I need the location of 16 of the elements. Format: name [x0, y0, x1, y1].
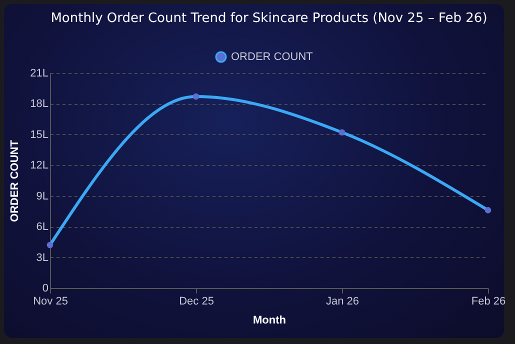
y-axis-title: ORDER COUNT	[9, 140, 22, 222]
x-tick-label: Jan 26	[326, 296, 360, 308]
y-tick-label: 18L	[30, 98, 48, 110]
chart-title: Monthly Order Count Trend for Skincare Products (Nov 25 – Feb 26)	[50, 11, 488, 26]
y-tick-label: 15L	[30, 128, 48, 141]
x-axis-title: Month	[253, 314, 286, 326]
y-tick-label: 0	[42, 282, 48, 294]
y-tick-label: 6L	[36, 221, 48, 234]
x-tick-label: Dec 25	[179, 296, 214, 308]
x-tick-label: Nov 25	[33, 296, 68, 308]
y-tick-label: 9L	[36, 190, 48, 202]
y-tick-label: 3L	[36, 252, 48, 264]
y-tick-label: 12L	[30, 160, 48, 172]
y-tick-label: 21L	[30, 68, 48, 80]
x-tick-label: Feb 26	[471, 296, 506, 308]
legend-label: ORDER COUNT	[231, 51, 314, 63]
